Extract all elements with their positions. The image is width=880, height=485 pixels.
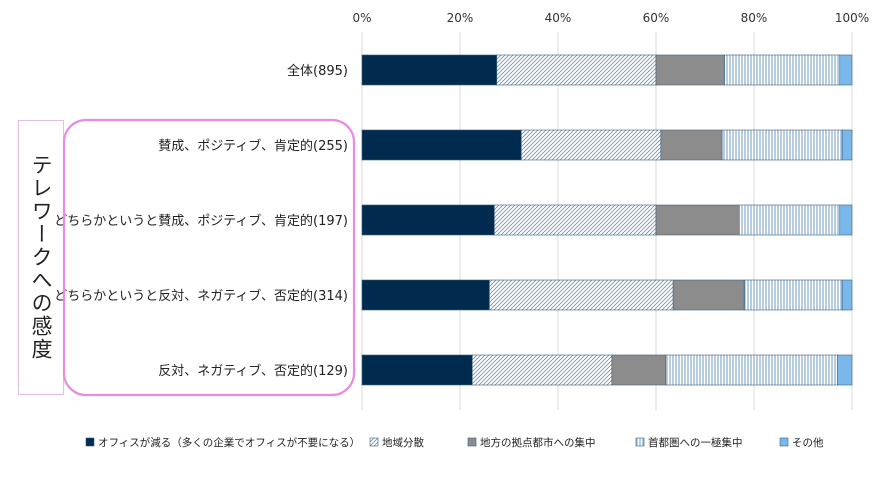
bar-segment-1 [361, 354, 473, 386]
bar-segment-2 [471, 354, 613, 386]
bar-segment-4 [721, 129, 843, 161]
bar-segment-5 [839, 204, 853, 236]
bar-segment-5 [841, 279, 853, 311]
bar-segment-2 [489, 279, 674, 311]
bar-segment-1 [361, 279, 490, 311]
legend: オフィスが減る（多くの企業でオフィスが不要になる） 地域分散 地方の拠点都市への集中… [85, 436, 824, 449]
category-label: 賛成、ポジティブ、肯定的(255) [158, 138, 348, 154]
bar-segment-5 [836, 354, 853, 386]
bar-segment-4 [724, 54, 841, 86]
bar-segment-1 [361, 54, 498, 86]
legend-swatch [369, 437, 379, 447]
legend-swatch [85, 437, 95, 447]
legend-label: オフィスが減る（多くの企業でオフィスが不要になる） [98, 436, 360, 449]
x-tick-label: 40% [545, 11, 572, 25]
x-tick-label: 60% [643, 11, 670, 25]
bar-segment-2 [493, 204, 657, 236]
category-label: どちらかというと賛成、ポジティブ、肯定的(197) [54, 213, 348, 229]
x-tick-label: 100% [835, 11, 869, 25]
bar-segment-5 [839, 54, 853, 86]
bar-segment-4 [738, 204, 841, 236]
legend-label: その他 [792, 436, 824, 449]
bar-segment-3 [655, 204, 740, 236]
bar-segment-3 [660, 129, 723, 161]
bar-segment-2 [496, 54, 657, 86]
legend-label: 地方の拠点都市への集中 [480, 436, 596, 449]
category-label: 反対、ネガティブ、否定的(129) [158, 363, 348, 379]
bar-segment-1 [361, 129, 522, 161]
legend-label: 地域分散 [382, 436, 424, 449]
bars [361, 54, 853, 386]
x-tick-label: 80% [741, 11, 768, 25]
group-label: テレワークへの感度 [29, 154, 53, 361]
category-labels: 全体(895) 賛成、ポジティブ、肯定的(255) どちらかというと賛成、ポジティブ… [54, 63, 348, 379]
x-tick-label: 20% [447, 11, 474, 25]
bar-segment-1 [361, 204, 495, 236]
bar-segment-3 [655, 54, 725, 86]
legend-swatch [467, 437, 477, 447]
x-axis-ticks: 0% 20% 40% 60% 80% 100% [352, 11, 869, 25]
legend-swatch [779, 437, 789, 447]
bar-segment-4 [665, 354, 838, 386]
bar-segment-3 [672, 279, 745, 311]
bar-segment-2 [520, 129, 662, 161]
legend-label: 首都圏への一極集中 [648, 436, 743, 449]
category-label: 全体(895) [287, 63, 348, 79]
bar-segment-3 [611, 354, 667, 386]
bar-segment-4 [743, 279, 843, 311]
x-tick-label: 0% [352, 11, 371, 25]
bar-segment-5 [841, 129, 853, 161]
category-label: どちらかというと反対、ネガティブ、否定的(314) [54, 288, 348, 304]
legend-swatch [635, 437, 645, 447]
